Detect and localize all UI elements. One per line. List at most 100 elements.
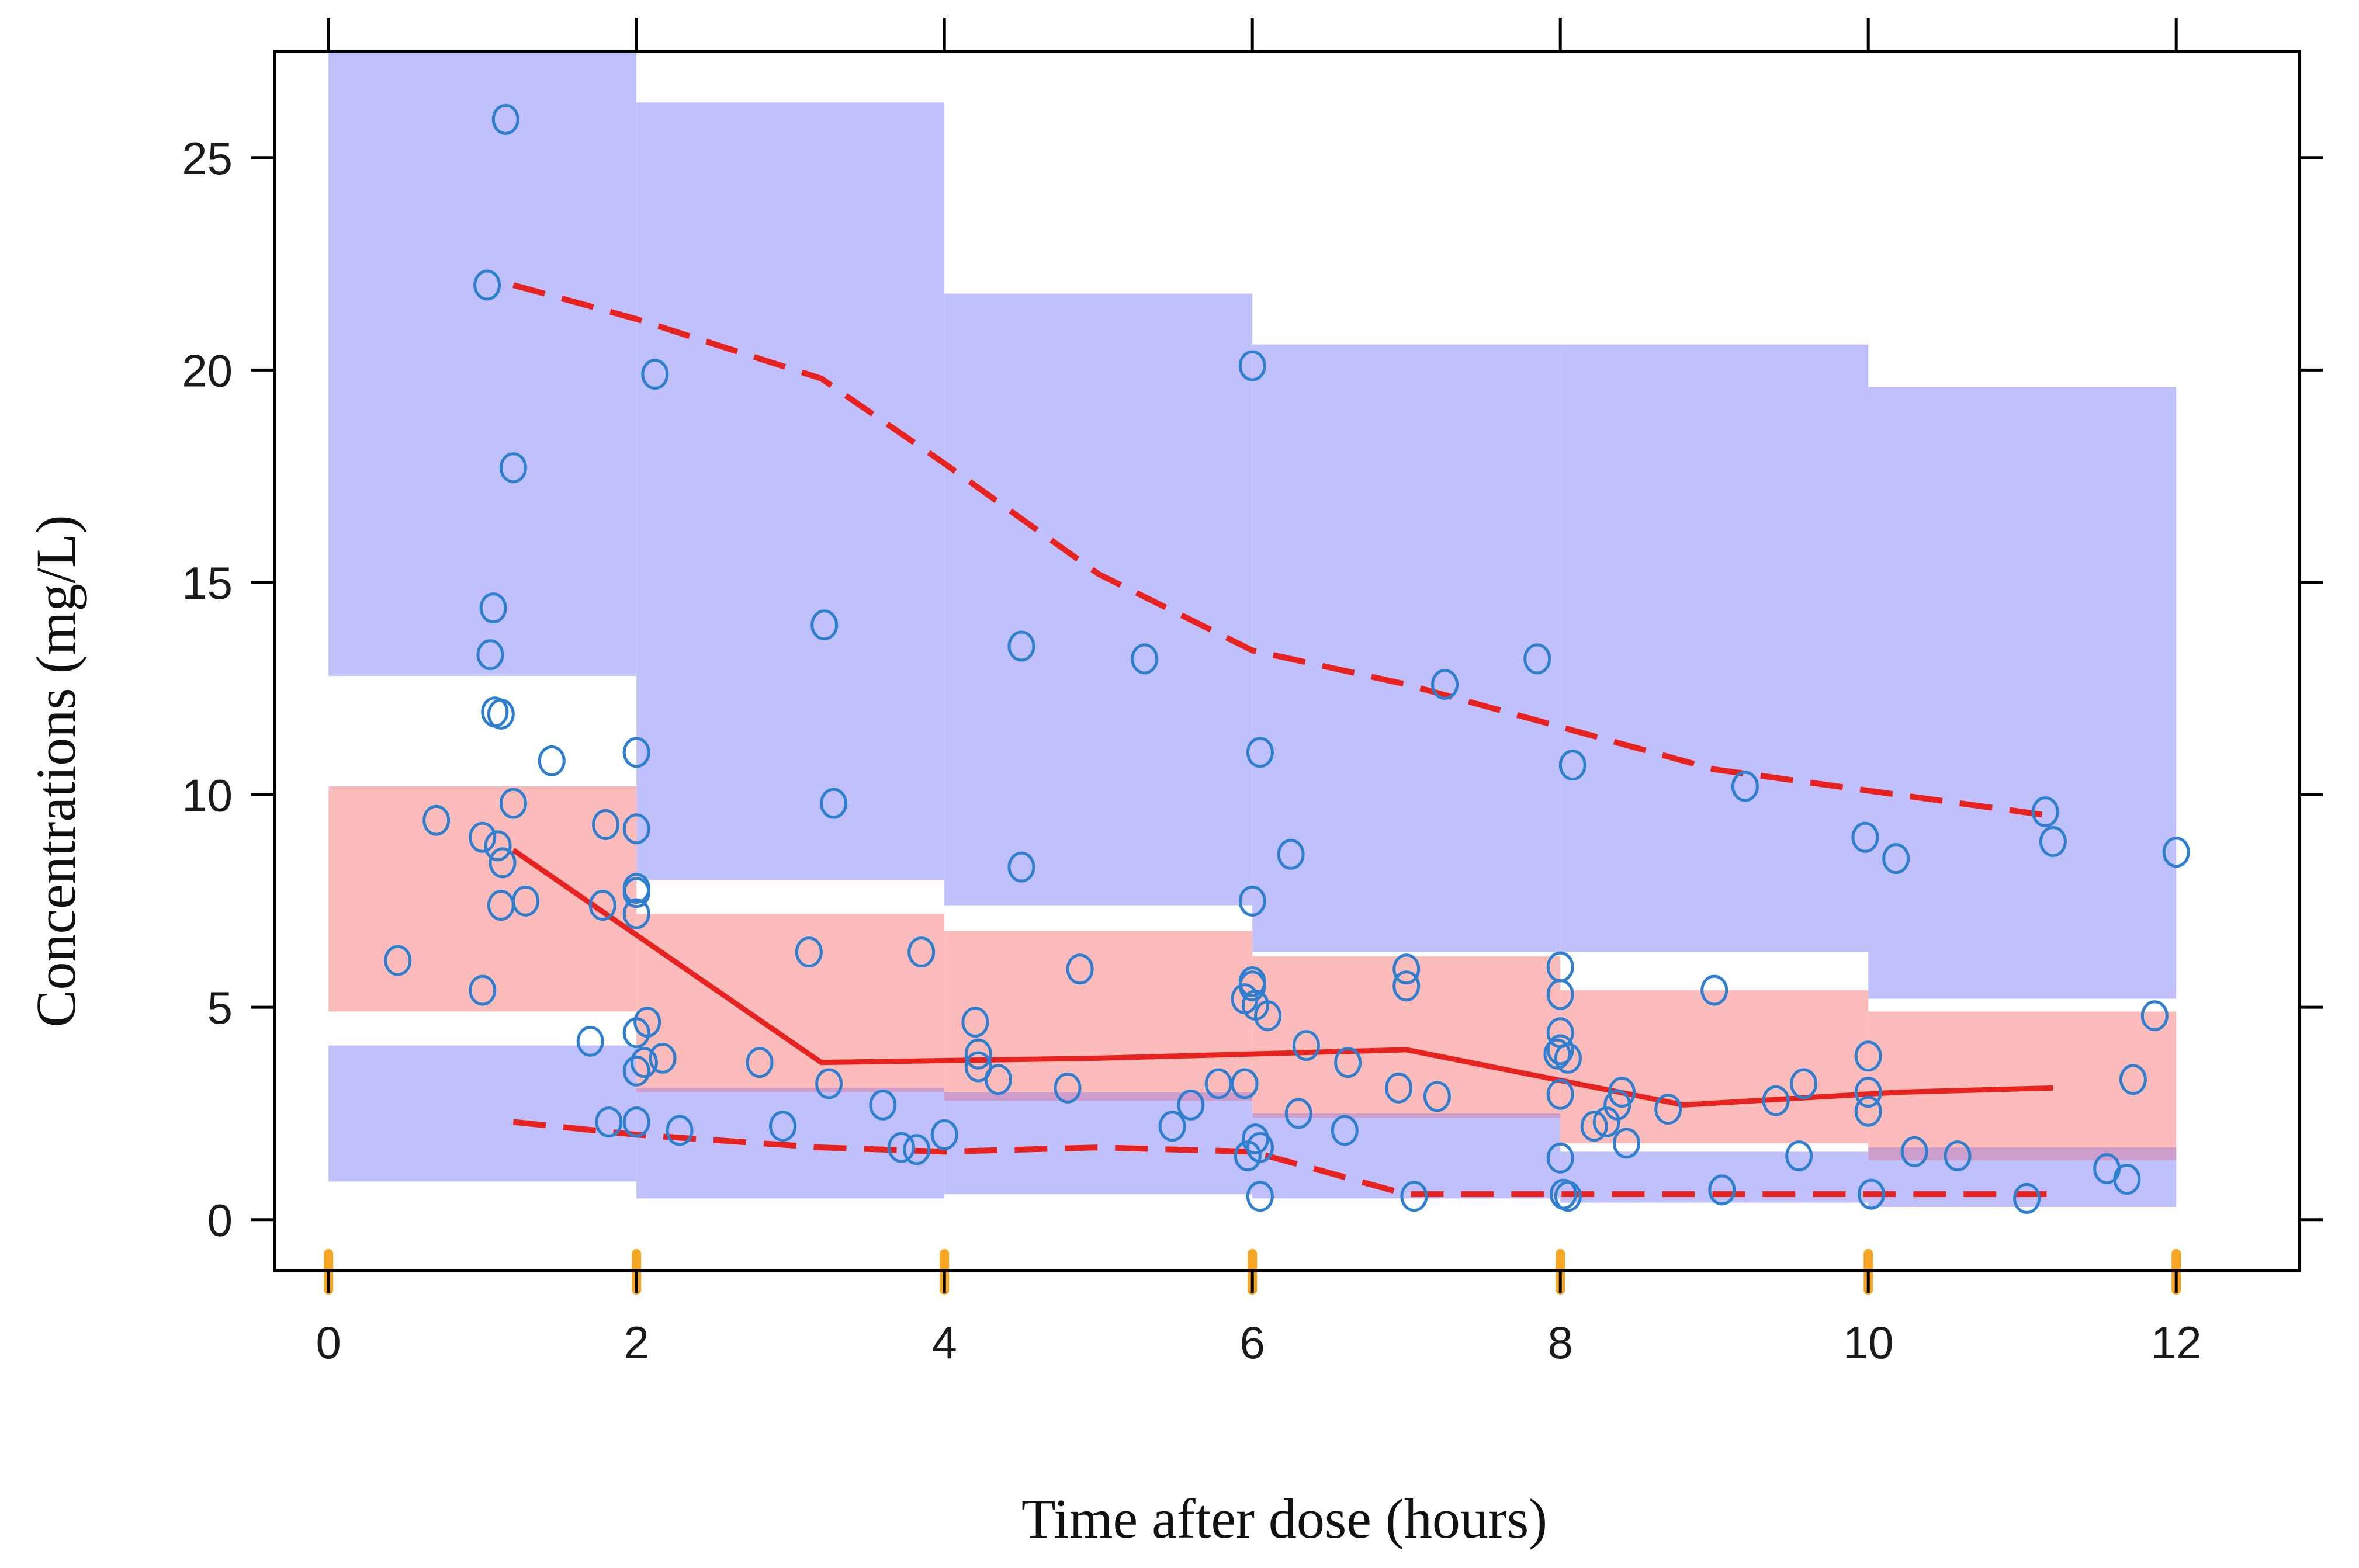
observed-point xyxy=(2039,826,2067,858)
overlap-lower-bin-3 xyxy=(1252,1113,1561,1118)
observed-point xyxy=(1785,1140,1813,1172)
observed-point xyxy=(961,1007,989,1038)
observed-point xyxy=(622,813,650,845)
lower-band-bin-2 xyxy=(944,1092,1253,1195)
y-tick-label: 20 xyxy=(182,345,233,396)
observed-point xyxy=(1851,821,1879,853)
observed-point xyxy=(1131,643,1159,675)
observed-point xyxy=(1546,1142,1574,1174)
observed-point xyxy=(1158,1111,1186,1142)
y-tick-label: 15 xyxy=(182,557,233,609)
observed-point xyxy=(622,737,650,768)
observed-point xyxy=(1882,843,1910,875)
lower-band-bin-0 xyxy=(328,1045,637,1182)
median-band-bin-5 xyxy=(1868,1011,2177,1160)
observed-point xyxy=(1708,1174,1736,1206)
x-tick-label: 4 xyxy=(932,1317,957,1368)
observed-point xyxy=(1731,771,1759,802)
observed-point xyxy=(487,698,515,730)
observed-point xyxy=(964,1038,992,1070)
observed-point xyxy=(622,1106,650,1137)
observed-point xyxy=(538,745,566,776)
observed-point xyxy=(473,269,501,301)
observed-point xyxy=(512,885,540,917)
observed-point xyxy=(1254,1000,1282,1032)
observed-point xyxy=(622,1055,650,1087)
observed-point xyxy=(1900,1136,1928,1167)
observed-point xyxy=(489,847,517,879)
observed-point xyxy=(666,1115,694,1146)
observed-point xyxy=(469,821,497,853)
observed-point xyxy=(1543,1038,1571,1070)
observed-point xyxy=(1790,1068,1818,1099)
observed-point xyxy=(1066,953,1094,985)
x-tick-label: 10 xyxy=(1843,1317,1894,1368)
y-tick-label: 10 xyxy=(182,770,233,821)
observed-point xyxy=(1762,1085,1790,1116)
observed-point xyxy=(1546,979,1574,1010)
observed-point xyxy=(1854,1040,1882,1072)
observed-point xyxy=(1385,1072,1413,1104)
x-tick-label: 8 xyxy=(1548,1317,1573,1368)
median-band-bin-3 xyxy=(1252,956,1561,1118)
observed-point xyxy=(1392,970,1421,1002)
observed-point xyxy=(2119,1064,2147,1095)
observed-point xyxy=(1292,1030,1320,1061)
y-tick-label: 0 xyxy=(207,1195,233,1246)
observed-point xyxy=(1392,953,1421,985)
observed-point xyxy=(1546,1078,1574,1110)
observed-point xyxy=(622,877,650,908)
observed-point xyxy=(1431,668,1459,700)
observed-point xyxy=(491,103,519,135)
observed-point xyxy=(1857,1178,1885,1210)
x-tick-label: 6 xyxy=(1240,1317,1265,1368)
observed-point xyxy=(2031,796,2059,828)
median-band-bin-1 xyxy=(636,914,945,1092)
observed-point xyxy=(588,890,616,921)
observed-point xyxy=(815,1068,843,1099)
upper-band-bin-0 xyxy=(328,51,637,676)
observed-point xyxy=(422,804,451,836)
lower-percentile-line xyxy=(512,1119,2053,1198)
observed-point xyxy=(2162,837,2190,868)
observed-point xyxy=(479,592,507,624)
observed-point xyxy=(2113,1164,2141,1195)
observed-point xyxy=(869,1089,897,1121)
observed-point xyxy=(1523,643,1551,675)
upper-band-bin-3 xyxy=(1252,344,1561,952)
observed-point xyxy=(907,936,936,968)
prediction-interval-bands xyxy=(328,51,2177,1207)
observed-point xyxy=(2013,1182,2041,1214)
observed-point xyxy=(1177,1089,1205,1121)
observed-point xyxy=(641,359,669,390)
observed-point xyxy=(795,936,823,968)
observed-point xyxy=(1580,1111,1608,1142)
observed-point xyxy=(1246,737,1274,768)
observed-point xyxy=(819,788,847,819)
observed-point xyxy=(595,1106,623,1137)
observed-point xyxy=(1700,974,1728,1006)
observed-point xyxy=(769,1111,797,1142)
observed-point xyxy=(746,1047,774,1078)
observed-point xyxy=(2140,1000,2169,1032)
y-tick-label: 25 xyxy=(182,133,233,184)
observed-point xyxy=(984,1064,1012,1095)
observed-point xyxy=(903,1134,931,1165)
observed-point xyxy=(469,974,497,1006)
observed-point xyxy=(1246,1181,1274,1212)
observed-point xyxy=(1400,1181,1428,1212)
observed-point xyxy=(649,1042,677,1074)
overlap-lower-bin-1 xyxy=(636,1088,945,1092)
plot-frame xyxy=(273,50,2301,1272)
observed-point xyxy=(1608,1077,1636,1108)
observed-point xyxy=(1558,750,1586,781)
x-tick-label: 12 xyxy=(2151,1317,2202,1368)
observed-point xyxy=(1554,1181,1582,1212)
upper-band-bin-1 xyxy=(636,102,945,880)
observed-point xyxy=(1944,1140,1972,1172)
observed-point xyxy=(630,1047,658,1078)
observed-point xyxy=(930,1119,958,1150)
observed-point xyxy=(1613,1128,1641,1159)
percentile-lines xyxy=(511,282,2054,1198)
